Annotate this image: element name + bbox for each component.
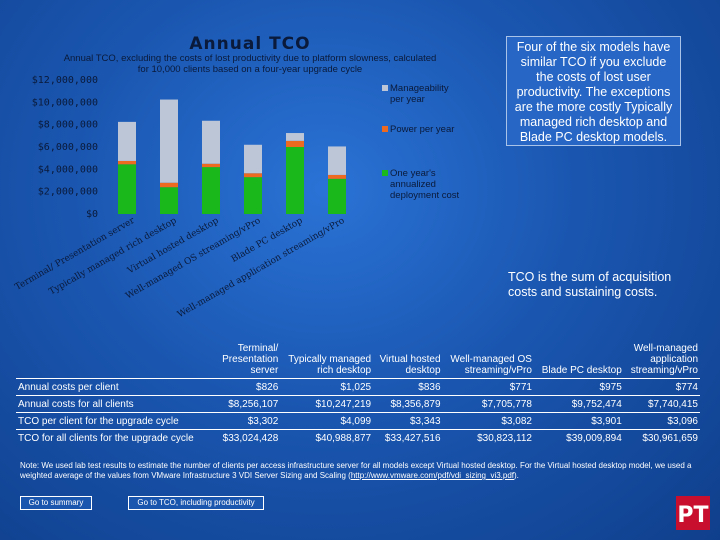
y-tick-label: $6,000,000 (38, 142, 98, 153)
row-label: TCO for all clients for the upgrade cycl… (16, 429, 216, 447)
column-header-line: streaming/vPro (464, 365, 532, 376)
column-header-line: Terminal/ (237, 343, 279, 354)
y-tick-label: $0 (86, 209, 98, 220)
tco-summary-table: Terminal/Presentation server Typically ma… (16, 343, 700, 447)
column-header-line: Virtual hosted (379, 354, 441, 365)
column-header-line: Well-managed (633, 343, 698, 354)
legend-swatch (382, 170, 388, 176)
y-tick-label: $10,000,000 (32, 97, 98, 108)
table-cell: $975 (533, 378, 624, 396)
column-header-line: rich desktop (317, 365, 372, 376)
table-cell: $30,961,659 (623, 429, 700, 447)
row-label: Annual costs per client (16, 378, 216, 396)
table-cell: $3,096 (623, 412, 700, 430)
column-header: Virtual hosted desktop (373, 343, 442, 379)
legend-label: Power per year (390, 124, 454, 135)
bar-segment-manageability (244, 144, 262, 174)
table-cell: $33,024,428 (216, 429, 281, 447)
bar-segment-deployment (118, 164, 136, 214)
column-header: Terminal/Presentation server (216, 343, 280, 379)
table-cell: $1,025 (280, 378, 374, 396)
column-header-line: Blade PC desktop (541, 365, 622, 376)
column-header-line: Well-managed OS (450, 354, 532, 365)
y-tick-label: $8,000,000 (38, 120, 98, 131)
bar-segment-power (286, 140, 304, 147)
bar-segment-power (118, 160, 136, 165)
legend-label: Manageability per year (390, 83, 449, 105)
table-cell: $33,427,516 (373, 429, 443, 447)
column-header: Well-managed OS streaming/vPro (443, 343, 534, 379)
pt-logo-text: PT (677, 503, 708, 528)
footnote-text: Note: We used lab test results to estima… (20, 461, 692, 480)
footnote: Note: We used lab test results to estima… (20, 461, 700, 481)
table-cell: $3,343 (373, 412, 443, 430)
row-label: Annual costs for all clients (16, 395, 216, 413)
table-cell: $3,302 (216, 412, 281, 430)
table-cell: $7,740,415 (623, 395, 700, 413)
table-cell: $40,988,877 (280, 429, 374, 447)
legend-swatch (382, 126, 388, 132)
column-header: Blade PC desktop (534, 343, 624, 379)
column-header-line: server (250, 365, 279, 376)
bar-segment-power (160, 182, 178, 188)
tco-stacked-bar-chart: $0 $2,000,000 $4,000,000 $6,000,000 $8,000,0… (14, 75, 460, 320)
bar-segment-power (244, 173, 262, 178)
bar-segment-deployment (328, 178, 346, 214)
table-row: Annual costs per client $826 $1,025 $836 $77… (16, 378, 700, 396)
y-tick-label: $12,000,000 (32, 75, 98, 86)
table-cell: $3,082 (442, 412, 534, 430)
bar-segment-manageability (202, 120, 220, 164)
column-header-line: Presentation (222, 354, 279, 365)
chart-title: Annual TCO (189, 34, 311, 54)
footnote-link[interactable]: http://www.vmware.com/pdf/vdi_sizing_vi3… (350, 471, 515, 480)
footnote-tail: ). (514, 471, 519, 480)
table-cell: $7,705,778 (442, 395, 534, 413)
go-to-tco-productivity-button[interactable]: Go to TCO, including productivity (128, 496, 264, 510)
table-cell: $30,823,112 (442, 429, 534, 447)
column-header-line: Typically managed (288, 354, 372, 365)
column-header: Well-managed application streaming/vPro (624, 343, 700, 379)
column-header-line: streaming/vPro (630, 365, 698, 376)
table-cell: $4,099 (280, 412, 374, 430)
table-row: Annual costs for all clients $8,256,107 $1… (16, 395, 700, 413)
table-cell: $10,247,219 (280, 395, 374, 413)
table-cell: $8,256,107 (216, 395, 281, 413)
table-cell: $39,009,894 (533, 429, 624, 447)
table-row: TCO per client for the upgrade cycle $3,3… (16, 412, 700, 430)
y-tick-label: $4,000,000 (38, 164, 98, 175)
exceptions-callout: Four of the six models have similar TCO … (506, 36, 681, 146)
table-corner-cell (16, 343, 216, 379)
bar-segment-power (202, 163, 220, 168)
row-label: TCO per client for the upgrade cycle (16, 412, 216, 430)
table-cell: $3,901 (533, 412, 624, 430)
bar-segment-manageability (328, 146, 346, 175)
table-row: TCO for all clients for the upgrade cycl… (16, 429, 700, 447)
x-tick-label: Blade PC desktop (230, 216, 305, 265)
bar-segment-deployment (202, 167, 220, 214)
table-cell: $8,356,879 (373, 395, 443, 413)
pt-logo: PT (676, 496, 710, 530)
bar-segment-deployment (160, 187, 178, 214)
chart-subtitle: Annual TCO, excluding the costs of lost … (63, 53, 437, 75)
bar-segment-power (328, 174, 346, 179)
table-cell: $771 (442, 378, 534, 396)
bar-segment-manageability (160, 99, 178, 183)
table-cell: $826 (216, 378, 281, 396)
column-header-line: application (650, 354, 698, 365)
bar-segment-manageability (286, 133, 304, 141)
go-to-summary-button[interactable]: Go to summary (20, 496, 92, 510)
table-cell: $774 (623, 378, 700, 396)
legend-label: One year's annualized deployment cost (390, 168, 460, 201)
y-tick-label: $2,000,000 (38, 187, 98, 198)
bar-segment-deployment (286, 147, 304, 214)
legend-swatch (382, 85, 388, 91)
tco-definition-callout: TCO is the sum of acquisition costs and … (508, 270, 672, 299)
column-header-line: desktop (405, 365, 441, 376)
bar-segment-deployment (244, 177, 262, 214)
column-header: Typically managed rich desktop (280, 343, 373, 379)
table-header-row: Terminal/Presentation server Typically ma… (16, 343, 700, 379)
table-cell: $9,752,474 (533, 395, 624, 413)
bar-segment-manageability (118, 121, 136, 161)
table-cell: $836 (373, 378, 443, 396)
